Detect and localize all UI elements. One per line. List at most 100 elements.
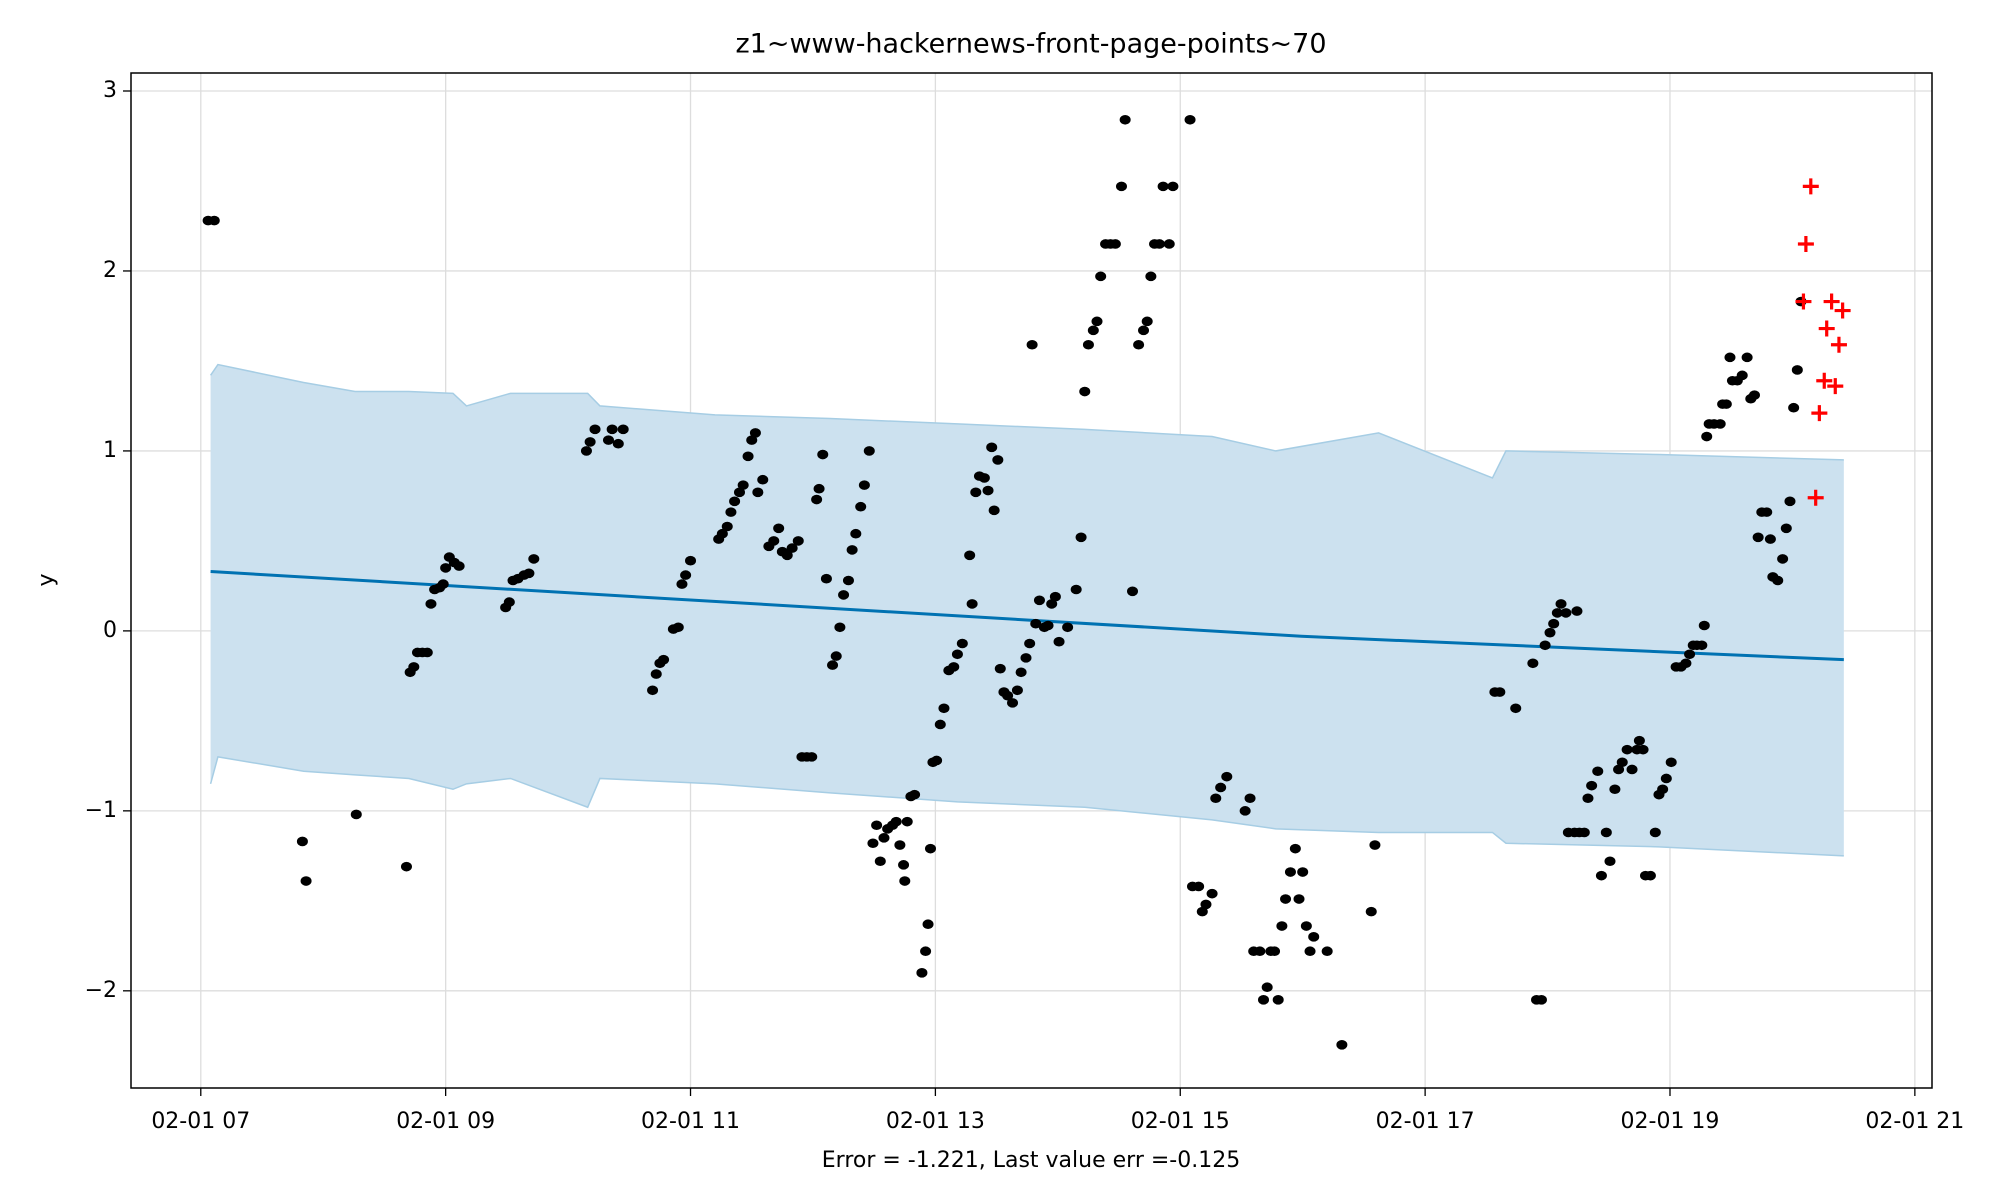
data-point	[1551, 608, 1563, 618]
data-point	[986, 442, 998, 453]
data-point	[924, 843, 936, 854]
data-point	[1788, 402, 1800, 413]
data-point	[1280, 894, 1292, 904]
data-point	[1586, 780, 1598, 791]
x-tick-label: 02-01 21	[1865, 1109, 1964, 1134]
data-point	[1062, 622, 1074, 633]
data-point	[1046, 599, 1058, 609]
data-point	[1724, 352, 1736, 363]
data-point	[1272, 995, 1284, 1005]
data-point	[838, 590, 850, 600]
points-layer	[202, 114, 1851, 1050]
data-point	[602, 435, 614, 445]
y-tick-label: 2	[103, 258, 117, 283]
data-point	[982, 485, 994, 496]
data-point	[1042, 620, 1054, 631]
data-point	[606, 424, 618, 435]
data-point	[1720, 399, 1732, 409]
data-point	[1609, 784, 1621, 795]
y-tick-label: −1	[85, 798, 117, 823]
data-point	[1024, 638, 1036, 649]
data-point	[970, 487, 982, 498]
data-point	[1784, 496, 1796, 507]
data-point	[1289, 843, 1301, 854]
data-point	[523, 568, 535, 579]
data-point	[920, 946, 932, 957]
data-point	[1304, 946, 1316, 957]
data-point	[1053, 636, 1065, 647]
data-point	[938, 703, 950, 714]
data-point	[1604, 856, 1616, 867]
data-point	[1544, 627, 1556, 638]
data-point	[1200, 899, 1212, 910]
data-point	[874, 856, 886, 867]
y-tick-label: −2	[85, 978, 117, 1003]
data-point	[1369, 840, 1381, 850]
data-point	[1539, 640, 1551, 651]
data-point	[296, 836, 308, 847]
data-point	[768, 536, 780, 546]
forecast-point	[1816, 372, 1833, 389]
plot-frame	[130, 72, 1933, 1089]
band-lower-edge	[209, 756, 1844, 857]
data-point	[676, 579, 688, 589]
data-point	[1665, 757, 1677, 768]
trend-line	[210, 570, 1844, 662]
data-point	[1644, 870, 1656, 881]
data-point	[737, 480, 749, 490]
data-point	[1015, 667, 1027, 678]
data-point	[440, 563, 452, 573]
data-point	[1365, 906, 1377, 917]
data-point	[1284, 867, 1296, 877]
data-point	[1748, 390, 1760, 400]
data-point	[1321, 946, 1333, 957]
data-point	[1115, 181, 1127, 192]
data-point	[528, 554, 540, 564]
data-point	[1293, 894, 1305, 904]
data-point	[1033, 595, 1045, 606]
band-upper-edge	[209, 363, 1844, 479]
data-point	[1206, 888, 1218, 899]
data-point	[1696, 640, 1708, 651]
data-point	[208, 215, 220, 226]
data-point	[1011, 685, 1023, 696]
data-point	[1239, 806, 1251, 816]
data-point	[1633, 735, 1645, 746]
data-point	[437, 579, 449, 589]
data-point	[1244, 793, 1256, 804]
data-point	[1535, 995, 1547, 1005]
data-point	[834, 622, 846, 633]
data-point	[1119, 114, 1131, 125]
data-point	[1613, 764, 1625, 775]
data-point	[1133, 339, 1145, 350]
data-point	[1109, 239, 1121, 249]
data-point	[858, 480, 870, 490]
data-point	[1527, 658, 1539, 669]
data-point	[992, 455, 1004, 465]
data-point	[966, 599, 978, 609]
data-point	[1297, 867, 1309, 877]
data-point	[1548, 618, 1560, 629]
data-point	[1510, 703, 1522, 714]
data-point	[948, 662, 960, 672]
data-point	[1616, 757, 1628, 768]
data-point	[729, 496, 741, 507]
data-point	[716, 528, 728, 539]
data-point	[721, 521, 733, 532]
data-point	[817, 449, 829, 460]
data-point	[1049, 591, 1061, 602]
data-point	[916, 968, 928, 978]
data-point	[1276, 921, 1288, 931]
data-point	[1261, 982, 1273, 993]
data-point	[1167, 181, 1179, 192]
data-point	[1145, 271, 1157, 282]
data-point	[1578, 827, 1590, 838]
data-point	[830, 651, 842, 661]
data-point	[752, 487, 764, 498]
data-point	[733, 487, 745, 498]
data-point	[1095, 271, 1107, 282]
data-point	[1660, 773, 1672, 784]
data-point	[846, 545, 858, 555]
data-point	[1079, 386, 1091, 397]
